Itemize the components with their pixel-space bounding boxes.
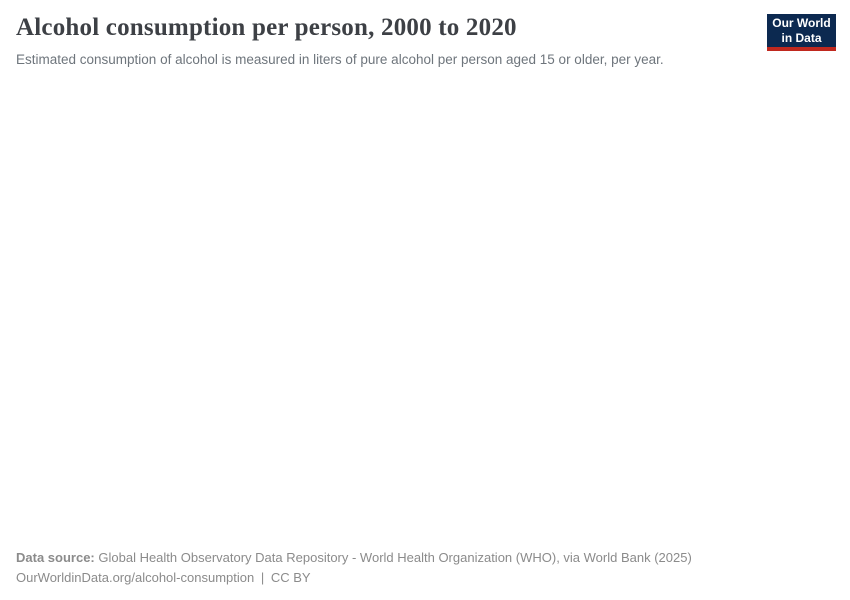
chart-footer: Data source: Global Health Observatory D… (16, 548, 836, 588)
owid-logo[interactable]: Our World in Data (767, 14, 836, 51)
page-title: Alcohol consumption per person, 2000 to … (16, 14, 517, 41)
owid-url-link[interactable]: OurWorldinData.org/alcohol-consumption (16, 569, 255, 585)
data-source-line[interactable]: Data source: Global Health Observatory D… (16, 548, 836, 568)
footer-separator: | (260, 569, 265, 585)
chart-subtitle: Estimated consumption of alcohol is meas… (16, 52, 664, 67)
attribution-line: OurWorldinData.org/alcohol-consumption |… (16, 568, 836, 588)
owid-logo-line1: Our World (772, 16, 831, 31)
license-link[interactable]: CC BY (270, 569, 311, 585)
data-source-label: Data source: (16, 549, 95, 565)
chart-plot-area-empty (16, 68, 836, 548)
data-source-value: Global Health Observatory Data Repositor… (98, 549, 692, 565)
owid-logo-line2: in Data (781, 30, 822, 45)
chart-header: Alcohol consumption per person, 2000 to … (16, 13, 836, 69)
chart-header-text: Alcohol consumption per person, 2000 to … (16, 13, 767, 69)
